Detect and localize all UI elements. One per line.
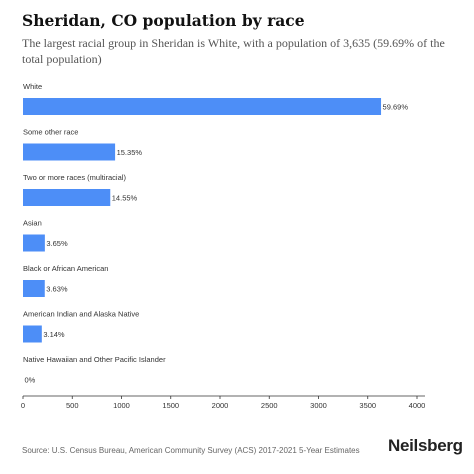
category-label: White — [23, 82, 42, 91]
category-label: Two or more races (multiracial) — [23, 173, 126, 182]
source-note: Source: U.S. Census Bureau, American Com… — [22, 446, 360, 455]
bar — [23, 280, 45, 297]
category-label: Asian — [23, 219, 42, 228]
bar — [23, 98, 382, 115]
x-tick-label: 3000 — [310, 401, 327, 410]
brand-logo: Neilsberg — [388, 436, 463, 455]
bar — [23, 189, 111, 206]
value-label: 3.65% — [46, 239, 68, 248]
x-tick-label: 2000 — [212, 401, 229, 410]
bar — [23, 325, 42, 343]
x-tick-label: 4000 — [409, 401, 426, 410]
value-label: 15.35% — [117, 148, 143, 157]
value-label: 14.55% — [112, 194, 138, 203]
bar — [23, 143, 116, 161]
chart-title: Sheridan, CO population by race — [22, 11, 305, 30]
value-label: 3.14% — [43, 330, 65, 339]
category-label: American Indian and Alaska Native — [23, 310, 139, 319]
x-tick-label: 1000 — [113, 401, 130, 410]
x-tick-label: 0 — [21, 401, 25, 410]
value-label: 59.69% — [383, 103, 409, 112]
x-tick-label: 1500 — [162, 401, 179, 410]
bar — [23, 234, 45, 252]
value-label: 3.63% — [46, 285, 68, 294]
value-label: 0% — [25, 376, 36, 385]
x-tick-label: 2500 — [261, 401, 278, 410]
chart-subtitle: The largest racial group in Sheridan is … — [22, 36, 445, 66]
category-label: Native Hawaiian and Other Pacific Island… — [23, 355, 166, 364]
x-tick-label: 3500 — [359, 401, 376, 410]
x-tick-label: 500 — [66, 401, 79, 410]
category-label: Some other race — [23, 128, 78, 137]
category-label: Black or African American — [23, 264, 108, 273]
